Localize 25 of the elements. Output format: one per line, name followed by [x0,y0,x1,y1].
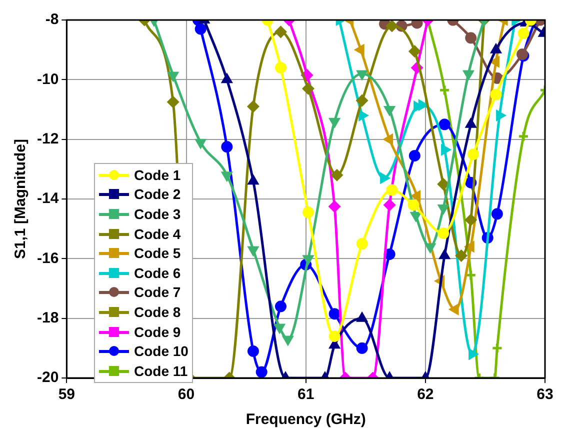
y-tick-label: -12 [36,130,59,148]
legend-label: Code 3 [134,206,181,222]
legend-label: Code 8 [134,304,181,320]
y-tick-label: -16 [36,250,59,267]
y-tick-label: -18 [36,309,59,326]
legend-label: Code 7 [134,284,181,300]
legend-label: Code 1 [134,166,181,183]
x-tick-label: 62 [417,386,434,404]
x-tick-label: 60 [178,386,195,404]
legend-label: Code 10 [134,343,188,360]
y-tick-label: -14 [36,190,60,208]
x-axis-title: Frequency (GHz) [246,411,366,428]
legend-label: Code 4 [134,226,181,242]
legend-label: Code 11 [134,362,188,379]
x-tick-label: 61 [297,386,314,404]
legend-label: Code 6 [134,264,181,281]
legend-label: Code 2 [134,186,181,202]
x-tick-label: 63 [536,386,554,404]
y-tick-label: -20 [36,369,59,386]
x-tick-label: 59 [58,386,76,404]
y-tick-label: -10 [36,70,59,88]
y-tick-label: -8 [45,11,59,28]
y-axis-title: S1,1 [Magnitude] [12,138,30,260]
legend-label: Code 5 [134,245,181,262]
legend-label: Code 9 [134,324,181,340]
